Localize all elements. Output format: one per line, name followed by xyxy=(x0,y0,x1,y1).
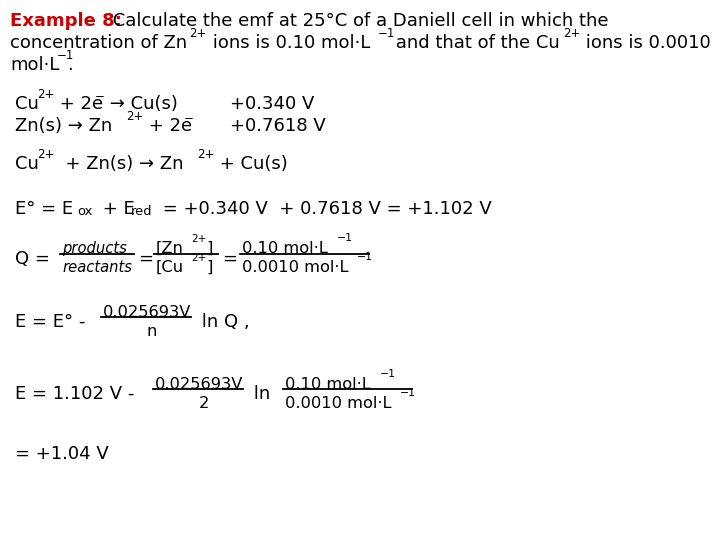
Text: 2+: 2+ xyxy=(563,27,580,40)
Text: −: − xyxy=(184,112,194,125)
Text: red: red xyxy=(131,205,153,218)
Text: [Cu: [Cu xyxy=(156,260,184,275)
Text: 0.10 mol·L: 0.10 mol·L xyxy=(242,241,328,256)
Text: Cu: Cu xyxy=(15,155,39,173)
Text: products: products xyxy=(62,241,127,256)
Text: Example 8:: Example 8: xyxy=(10,12,122,30)
Text: 2+: 2+ xyxy=(189,27,207,40)
Text: Q =: Q = xyxy=(15,250,55,268)
Text: 2+: 2+ xyxy=(191,234,207,244)
Text: and that of the Cu: and that of the Cu xyxy=(390,34,559,52)
Text: 0.0010 mol·L: 0.0010 mol·L xyxy=(285,396,392,411)
Text: n: n xyxy=(147,324,158,339)
Text: Zn(s) → Zn: Zn(s) → Zn xyxy=(15,117,112,135)
Text: 2+: 2+ xyxy=(191,253,207,263)
Text: Calculate the emf at 25°C of a Daniell cell in which the: Calculate the emf at 25°C of a Daniell c… xyxy=(107,12,608,30)
Text: mol·L: mol·L xyxy=(10,56,59,74)
Text: +0.7618 V: +0.7618 V xyxy=(230,117,325,135)
Text: E° = E: E° = E xyxy=(15,200,73,218)
Text: concentration of Zn: concentration of Zn xyxy=(10,34,187,52)
Text: =: = xyxy=(138,250,153,268)
Text: 2+: 2+ xyxy=(126,110,143,123)
Text: 2+: 2+ xyxy=(37,148,55,161)
Text: E = 1.102 V -: E = 1.102 V - xyxy=(15,385,140,403)
Text: 0.10 mol·L: 0.10 mol·L xyxy=(285,377,371,392)
Text: −1: −1 xyxy=(57,49,74,62)
Text: = +1.04 V: = +1.04 V xyxy=(15,445,109,463)
Text: ln: ln xyxy=(248,385,276,403)
Text: 0.025693V: 0.025693V xyxy=(103,305,192,320)
Text: + 2e: + 2e xyxy=(143,117,192,135)
Text: [Zn: [Zn xyxy=(156,241,184,256)
Text: reactants: reactants xyxy=(62,260,132,275)
Text: 2+: 2+ xyxy=(197,148,215,161)
Text: → Cu(s): → Cu(s) xyxy=(104,95,178,113)
Text: 0.0010 mol·L: 0.0010 mol·L xyxy=(242,260,348,275)
Text: .: . xyxy=(67,56,73,74)
Text: −1: −1 xyxy=(380,369,396,379)
Text: −1: −1 xyxy=(357,252,373,262)
Text: ions is 0.10 mol·L: ions is 0.10 mol·L xyxy=(207,34,370,52)
Text: −1: −1 xyxy=(378,27,395,40)
Text: ]: ] xyxy=(206,241,212,256)
Text: −1: −1 xyxy=(337,233,353,243)
Text: + Zn(s) → Zn: + Zn(s) → Zn xyxy=(54,155,184,173)
Text: 2+: 2+ xyxy=(37,88,55,101)
Text: = +0.340 V  + 0.7618 V = +1.102 V: = +0.340 V + 0.7618 V = +1.102 V xyxy=(157,200,492,218)
Text: ]: ] xyxy=(206,260,212,275)
Text: 0.025693V: 0.025693V xyxy=(155,377,243,392)
Text: −: − xyxy=(95,90,105,103)
Text: + E: + E xyxy=(97,200,135,218)
Text: + Cu(s): + Cu(s) xyxy=(214,155,288,173)
Text: 2: 2 xyxy=(199,396,210,411)
Text: −1: −1 xyxy=(400,388,416,398)
Text: + 2e: + 2e xyxy=(54,95,103,113)
Text: ox: ox xyxy=(77,205,92,218)
Text: =: = xyxy=(222,250,237,268)
Text: Cu: Cu xyxy=(15,95,39,113)
Text: ln Q ,: ln Q , xyxy=(196,313,250,331)
Text: E = E° -: E = E° - xyxy=(15,313,91,331)
Text: ions is 0.0010: ions is 0.0010 xyxy=(580,34,711,52)
Text: +0.340 V: +0.340 V xyxy=(230,95,315,113)
